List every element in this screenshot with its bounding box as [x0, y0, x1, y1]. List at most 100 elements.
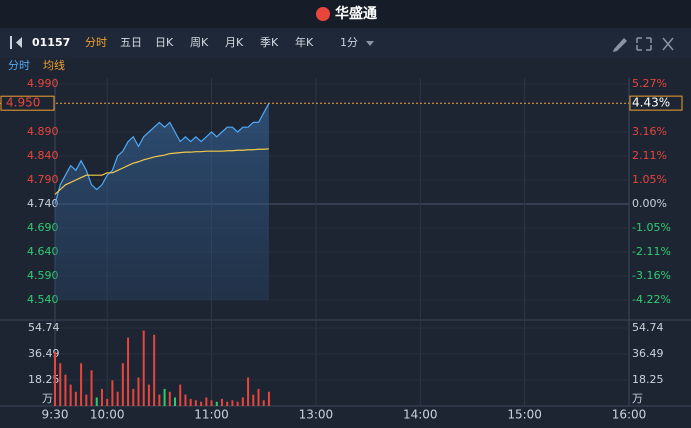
tab[interactable]: 季K	[260, 36, 279, 49]
volume-bar	[147, 384, 150, 406]
legend-entry: 均线	[43, 58, 65, 72]
volume-bar	[189, 398, 192, 406]
close-icon[interactable]	[662, 37, 674, 51]
tab[interactable]: 日K	[155, 36, 174, 49]
volume-bar	[158, 394, 161, 406]
volume-bar	[168, 391, 171, 406]
stock-code: 01157	[32, 36, 70, 49]
interval-select[interactable]: 1分	[340, 36, 358, 49]
y-tick-label: 4.690	[27, 221, 59, 234]
y-tick-label: 4.840	[27, 149, 59, 162]
x-tick-label: 14:00	[403, 408, 438, 422]
draw-icon[interactable]	[613, 38, 627, 52]
volume-bar	[80, 363, 83, 406]
y-tick-label: 4.540	[27, 293, 59, 306]
y-tick-label: 4.640	[27, 245, 59, 258]
y2-tick-label: 3.16%	[632, 125, 667, 138]
y2-tick-label: 18.25	[632, 373, 664, 386]
x-tick-label: 16:00	[612, 408, 647, 422]
y2-tick-label: -1.05%	[632, 221, 671, 234]
tab[interactable]: 分时	[85, 36, 107, 49]
last-price-label: 4.950	[6, 96, 40, 110]
volume-bar	[85, 394, 88, 406]
volume-bar	[64, 374, 67, 406]
price-area	[55, 103, 269, 300]
y2-tick-label: 5.27%	[632, 77, 667, 90]
toolbar	[0, 28, 691, 58]
y-tick-label: 4.990	[27, 77, 59, 90]
average-line	[54, 148, 269, 195]
tab[interactable]: 周K	[190, 36, 209, 49]
last-change-label: 4.43%	[632, 96, 670, 110]
volume-bar	[100, 388, 103, 406]
volume-bar	[153, 334, 156, 406]
volume-bar	[69, 384, 72, 406]
volume-bar	[116, 391, 119, 406]
volume-bar	[54, 351, 56, 406]
volume-bar	[215, 401, 218, 406]
brand-logo	[316, 7, 330, 21]
x-tick-label: 10:00	[90, 408, 125, 422]
y-tick-label: 4.740	[27, 197, 59, 210]
volume-bar	[59, 363, 62, 406]
x-tick-label: 15:00	[507, 408, 542, 422]
y-tick-label: 36.49	[28, 347, 60, 360]
dropdown-arrow[interactable]	[366, 41, 374, 46]
unit-label: 万	[632, 392, 643, 405]
volume-bar	[95, 397, 98, 406]
volume-bar	[137, 377, 140, 406]
y-tick-label: 4.590	[27, 269, 59, 282]
volume-bar	[132, 388, 135, 406]
y-tick-label: 4.890	[27, 125, 59, 138]
volume-bar	[111, 380, 114, 406]
volume-bar	[74, 391, 77, 406]
y2-tick-label: 0.00%	[632, 197, 667, 210]
x-tick-label: 11:00	[194, 408, 229, 422]
volume-bar	[210, 400, 213, 406]
tab[interactable]: 年K	[295, 35, 314, 49]
y2-tick-label: -2.11%	[632, 245, 671, 258]
volume-bar	[194, 400, 197, 406]
collapse-icon[interactable]	[16, 37, 22, 48]
y2-tick-label: 54.74	[632, 321, 664, 334]
unit-label: 万	[42, 392, 53, 405]
tab[interactable]: 五日	[120, 36, 142, 49]
volume-bar	[236, 401, 239, 406]
volume-bar	[267, 391, 270, 406]
collapse-icon[interactable]	[10, 36, 12, 49]
y2-tick-label: 2.11%	[632, 149, 667, 162]
last-change-box	[629, 95, 683, 111]
x-tick-label: 13:00	[299, 408, 334, 422]
y-tick-label: 54.74	[28, 321, 60, 334]
last-price-box	[0, 95, 55, 111]
expand-icon[interactable]	[636, 37, 652, 51]
volume-bar	[220, 398, 223, 406]
y-tick-label: 18.25	[28, 373, 60, 386]
legend-entry: 分时	[8, 59, 30, 72]
volume-bar	[226, 401, 229, 406]
volume-bar	[241, 397, 244, 406]
y2-tick-label: 36.49	[632, 347, 664, 360]
y2-tick-label: -3.16%	[632, 269, 671, 282]
volume-bar	[127, 337, 130, 406]
y2-tick-label: 1.05%	[632, 173, 667, 186]
volume-bar	[90, 370, 93, 406]
x-tick-label: 9:30	[42, 408, 69, 422]
y-tick-label: 4.790	[27, 173, 59, 186]
volume-bar	[205, 397, 208, 406]
volume-bar	[163, 388, 166, 406]
volume-bar	[142, 330, 145, 406]
volume-bar	[179, 384, 182, 406]
volume-bar	[200, 401, 203, 406]
title-bar	[0, 0, 691, 28]
volume-bar	[247, 377, 250, 406]
volume-bar	[257, 388, 260, 406]
volume-bar	[121, 363, 124, 406]
tab[interactable]: 月K	[225, 36, 244, 49]
brand: 华盛通	[335, 5, 377, 22]
y2-tick-label: -4.22%	[632, 293, 671, 306]
volume-bar	[174, 397, 177, 406]
volume-bar	[106, 398, 109, 406]
